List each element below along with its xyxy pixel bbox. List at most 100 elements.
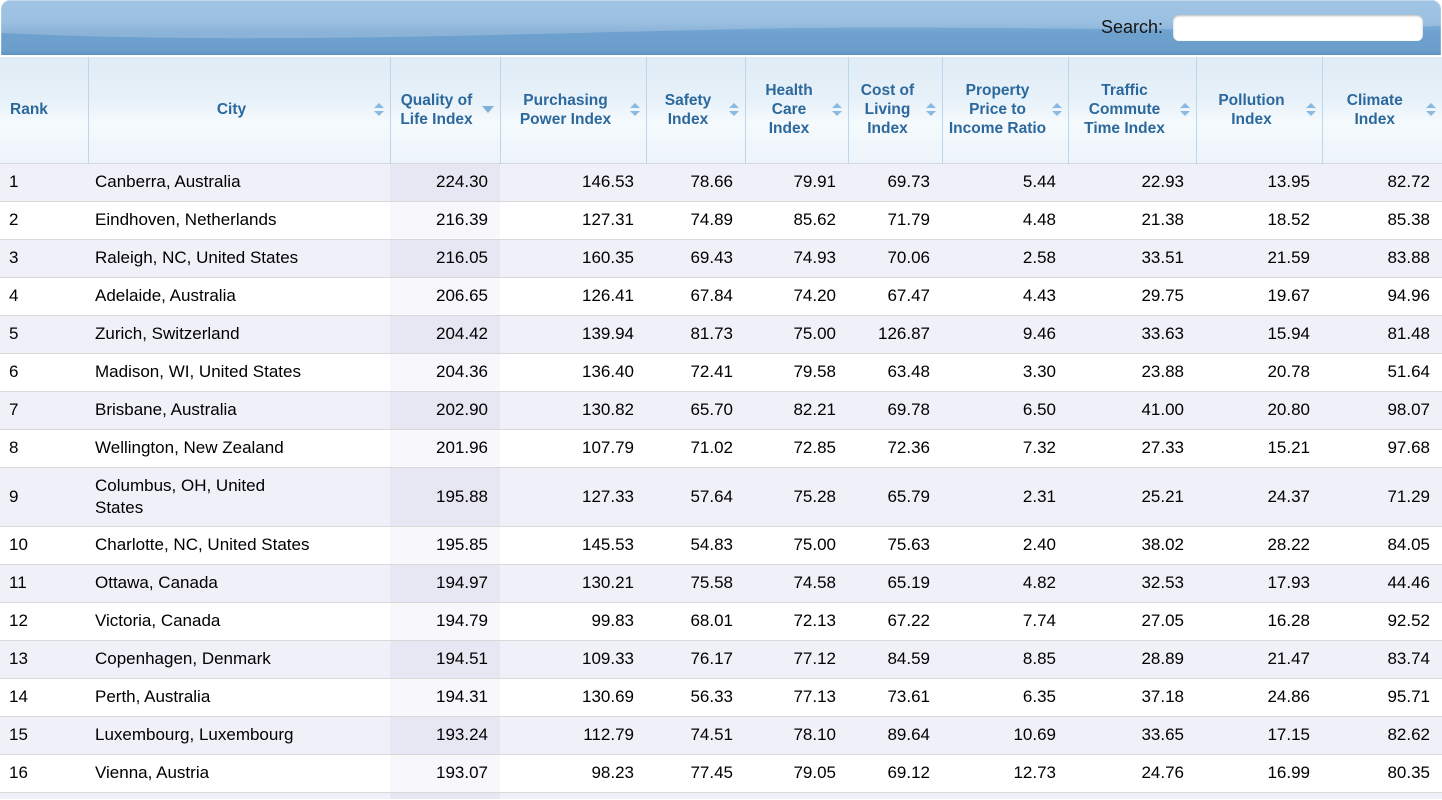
cell-value: 99.83 (591, 611, 634, 630)
cell-empty (1322, 792, 1442, 799)
cell-value: 112.79 (583, 725, 634, 744)
column-label: Climate Index (1346, 91, 1403, 128)
cell-value: 160.35 (582, 248, 634, 267)
cell-value: 98.23 (591, 763, 634, 782)
cell-value: 2.58 (1022, 248, 1056, 267)
cell-value: 193.24 (390, 716, 500, 754)
cell-value: 224.30 (390, 163, 500, 201)
cell-value: 194.79 (390, 602, 500, 640)
cell-value: 20.80 (1267, 400, 1310, 419)
sort-both-icon (629, 103, 640, 117)
cell-city: Perth, Australia (95, 687, 211, 706)
cell-value: 15.94 (1267, 324, 1310, 343)
cell-value: 89.64 (887, 725, 930, 744)
cell-empty (1068, 792, 1196, 799)
table-row: 12 Victoria, Canada 194.79 99.83 68.01 72.13 6… (0, 602, 1442, 640)
cell-value: 194.51 (390, 640, 500, 678)
cell-value: 127.31 (582, 210, 634, 229)
cell-city: Zurich, Switzerland (95, 324, 240, 343)
column-header-health-care-index[interactable]: Health Care Index (744, 57, 848, 163)
cell-value: 4.48 (1022, 210, 1056, 229)
cell-value: 194.31 (390, 678, 500, 716)
cell-value: 10.69 (1013, 725, 1056, 744)
search-label: Search: (1100, 17, 1163, 37)
table-row: 15 Luxembourg, Luxembourg 193.24 112.79 74.5… (0, 716, 1442, 754)
cell-value: 126.41 (582, 286, 634, 305)
column-header-cost-of-living-index[interactable]: Cost of Living Index (847, 57, 942, 163)
cell-value: 69.78 (887, 400, 930, 419)
table-row: 13 Copenhagen, Denmark 194.51 109.33 76.17 77… (0, 640, 1442, 678)
cell-value: 75.63 (887, 535, 930, 554)
column-header-pollution-index[interactable]: Pollution Index (1195, 57, 1322, 163)
cell-value: 79.91 (793, 172, 836, 191)
cell-value: 28.89 (1141, 649, 1184, 668)
cell-value: 81.73 (690, 324, 733, 343)
sort-both-icon (831, 103, 842, 117)
cell-value: 6.35 (1022, 687, 1056, 706)
cell-value: 19.67 (1267, 286, 1310, 305)
cell-value: 75.58 (690, 573, 733, 592)
cell-city: Wellington, New Zealand (95, 438, 284, 457)
cell-value: 72.13 (793, 611, 836, 630)
column-header-property-price-to-income-ratio[interactable]: Property Price to Income Ratio (941, 57, 1068, 163)
search-bar: Search: (1101, 0, 1441, 55)
cell-value: 95.71 (1387, 687, 1430, 706)
cell-city: Columbus, OH, United States (95, 475, 266, 517)
table-row: 11 Ottawa, Canada 194.97 130.21 75.58 74.58 65… (0, 564, 1442, 602)
table-row: 6 Madison, WI, United States 204.36 136.40 7… (0, 353, 1442, 391)
cell-rank: 4 (9, 286, 19, 305)
cell-value: 84.05 (1387, 535, 1430, 554)
sort-both-icon (1179, 103, 1190, 117)
cell-value: 204.36 (390, 353, 500, 391)
column-header-climate-index[interactable]: Climate Index (1321, 57, 1442, 163)
cell-value: 77.12 (793, 649, 836, 668)
cell-empty (1196, 792, 1322, 799)
toolbar: Search: (1, 0, 1441, 55)
cell-value: 8.85 (1022, 649, 1056, 668)
cell-rank: 16 (9, 763, 28, 782)
cell-value: 44.46 (1387, 573, 1430, 592)
search-input[interactable] (1173, 14, 1423, 41)
table-row: 8 Wellington, New Zealand 201.96 107.79 71.0… (0, 429, 1442, 467)
cell-rank: 6 (9, 362, 19, 381)
sort-both-icon (1305, 103, 1316, 117)
cell-value: 21.38 (1141, 210, 1184, 229)
column-header-rank: Rank (0, 57, 88, 163)
column-header-traffic-commute-time-index[interactable]: Traffic Commute Time Index (1067, 57, 1196, 163)
cell-empty (500, 792, 646, 799)
cell-value: 69.12 (887, 763, 930, 782)
cell-value: 4.82 (1022, 573, 1056, 592)
sort-both-icon (728, 103, 739, 117)
cell-value: 78.10 (793, 725, 836, 744)
cell-value: 216.05 (390, 239, 500, 277)
table-row: 9 Columbus, OH, United States 195.88 127.33… (0, 467, 1442, 526)
cell-value: 22.93 (1141, 172, 1184, 191)
cell-rank: 14 (9, 687, 28, 706)
column-label: Traffic Commute Time Index (1084, 82, 1165, 138)
cell-value: 195.88 (390, 467, 500, 526)
column-header-safety-index[interactable]: Safety Index (645, 57, 745, 163)
cell-value: 69.43 (690, 248, 733, 267)
sort-both-icon (1426, 103, 1436, 117)
cell-empty (0, 792, 88, 799)
cell-rank: 3 (9, 248, 19, 267)
cell-rank: 2 (9, 210, 19, 229)
sort-both-icon (1051, 103, 1062, 117)
cell-value: 24.76 (1141, 763, 1184, 782)
cell-value: 82.62 (1387, 725, 1430, 744)
column-header-city[interactable]: City (87, 57, 390, 163)
table-row: 7 Brisbane, Australia 202.90 130.82 65.70 82.… (0, 391, 1442, 429)
cell-value: 72.41 (690, 362, 733, 381)
cell-value: 145.53 (582, 535, 634, 554)
column-header-purchasing-power-index[interactable]: Purchasing Power Index (499, 57, 646, 163)
cell-value: 72.36 (887, 438, 930, 457)
sort-both-icon (373, 103, 384, 117)
column-header-quality-of-life-index[interactable]: Quality of Life Index (389, 57, 500, 163)
cell-value: 9.46 (1022, 324, 1056, 343)
column-label: Safety Index (664, 91, 712, 128)
cell-value: 193.07 (390, 754, 500, 792)
cell-value: 98.07 (1387, 400, 1430, 419)
cell-city: Madison, WI, United States (95, 362, 301, 381)
column-label: Quality of Life Index (400, 91, 473, 128)
cell-city: Brisbane, Australia (95, 400, 237, 419)
